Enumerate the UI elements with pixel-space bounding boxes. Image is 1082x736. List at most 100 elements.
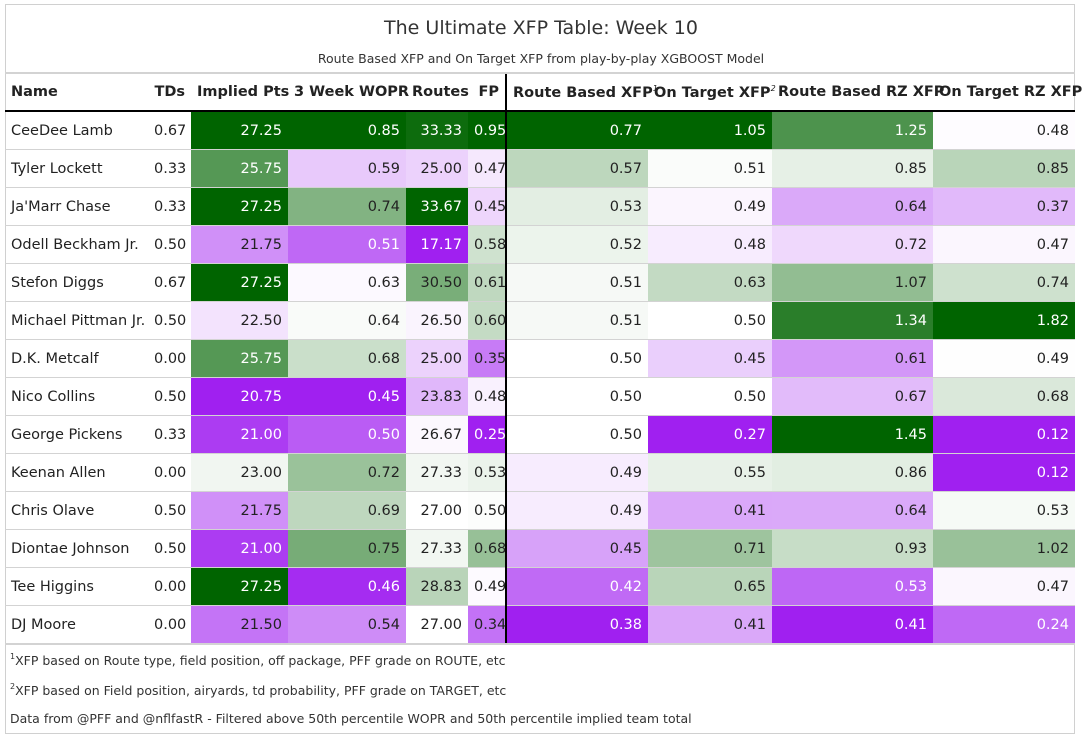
cell-fp: 0.60: [468, 301, 506, 340]
col-header-routes[interactable]: Routes: [406, 72, 469, 112]
cell-wopr: 0.68: [288, 339, 406, 378]
cell-route-xfp: 0.52: [505, 225, 648, 264]
cell-routes: 28.83: [406, 567, 468, 606]
cell-fp: 0.53: [468, 453, 506, 492]
cell-target-rz: 0.12: [933, 415, 1075, 454]
cell-fp: 0.34: [468, 605, 506, 645]
cell-fp: 0.45: [468, 187, 506, 226]
cell-route-rz: 0.61: [772, 339, 933, 378]
cell-target-xfp: 0.41: [648, 491, 772, 530]
cell-target-rz: 0.49: [933, 339, 1075, 378]
cell-fp: 0.49: [468, 567, 506, 606]
cell-tds: 0.67: [148, 111, 191, 150]
cell-name: Keenan Allen: [5, 453, 148, 492]
cell-route-rz: 0.86: [772, 453, 933, 492]
table-row: Odell Beckham Jr. 0.50 21.75 0.51 17.17 0.58 0…: [5, 225, 1075, 264]
cell-target-xfp: 0.65: [648, 567, 772, 606]
table-row: Chris Olave 0.50 21.75 0.69 27.00 0.50 0.49 0.4…: [5, 491, 1075, 530]
table-row: Keenan Allen 0.00 23.00 0.72 27.33 0.53 0.49 0.…: [5, 453, 1075, 492]
cell-tds: 0.33: [148, 415, 191, 454]
col-header-target-rz[interactable]: On Target RZ XFP: [933, 72, 1082, 112]
cell-implied: 22.50: [191, 301, 288, 340]
cell-routes: 27.33: [406, 453, 468, 492]
header-row: Name TDs Implied Pts 3 Week WOPR Routes …: [5, 72, 1082, 112]
cell-fp: 0.61: [468, 263, 506, 302]
cell-name: CeeDee Lamb: [5, 111, 148, 150]
cell-name: Chris Olave: [5, 491, 148, 530]
cell-route-rz: 0.72: [772, 225, 933, 264]
cell-tds: 0.00: [148, 605, 191, 645]
cell-target-xfp: 0.51: [648, 149, 772, 188]
cell-route-rz: 0.67: [772, 377, 933, 416]
cell-tds: 0.00: [148, 339, 191, 378]
cell-routes: 23.83: [406, 377, 468, 416]
cell-tds: 0.33: [148, 149, 191, 188]
cell-target-rz: 1.02: [933, 529, 1075, 568]
col-header-tds[interactable]: TDs: [148, 72, 191, 112]
source-note: Data from @PFF and @nflfastR - Filtered …: [10, 711, 692, 726]
cell-route-xfp: 0.42: [505, 567, 648, 606]
cell-route-xfp: 0.45: [505, 529, 648, 568]
cell-route-rz: 0.93: [772, 529, 933, 568]
cell-tds: 0.50: [148, 225, 191, 264]
xfp-table: Name TDs Implied Pts 3 Week WOPR Routes …: [5, 72, 1082, 645]
cell-target-rz: 0.47: [933, 225, 1075, 264]
cell-route-rz: 0.64: [772, 491, 933, 530]
col-header-route-rz[interactable]: Route Based RZ XFP: [772, 72, 944, 112]
cell-tds: 0.50: [148, 491, 191, 530]
cell-tds: 0.33: [148, 187, 191, 226]
cell-routes: 27.00: [406, 491, 468, 530]
col-header-target-xfp[interactable]: On Target XFP2: [648, 72, 776, 112]
col-header-implied[interactable]: Implied Pts: [191, 72, 289, 112]
table-row: Stefon Diggs 0.67 27.25 0.63 30.50 0.61 0.51 0.…: [5, 263, 1075, 302]
col-header-fp[interactable]: FP: [468, 72, 506, 112]
cell-routes: 33.67: [406, 187, 468, 226]
cell-name: Odell Beckham Jr.: [5, 225, 148, 264]
table-row: Diontae Johnson 0.50 21.00 0.75 27.33 0.68 0.4…: [5, 529, 1075, 568]
cell-tds: 0.50: [148, 377, 191, 416]
cell-route-rz: 1.45: [772, 415, 933, 454]
col-header-name[interactable]: Name: [5, 72, 148, 112]
cell-target-xfp: 0.41: [648, 605, 772, 645]
cell-wopr: 0.75: [288, 529, 406, 568]
cell-route-rz: 1.25: [772, 111, 933, 150]
cell-implied: 21.00: [191, 529, 288, 568]
footnote-1: 1XFP based on Route type, field position…: [10, 652, 506, 668]
cell-routes: 17.17: [406, 225, 468, 264]
cell-fp: 0.25: [468, 415, 506, 454]
cell-target-rz: 0.12: [933, 453, 1075, 492]
cell-wopr: 0.45: [288, 377, 406, 416]
cell-name: George Pickens: [5, 415, 148, 454]
footnote-2: 2XFP based on Field position, airyards, …: [10, 682, 507, 698]
table-row: Tee Higgins 0.00 27.25 0.46 28.83 0.49 0.42 0.6…: [5, 567, 1075, 606]
cell-wopr: 0.54: [288, 605, 406, 645]
cell-route-xfp: 0.50: [505, 377, 648, 416]
col-header-wopr[interactable]: 3 Week WOPR: [288, 72, 409, 112]
cell-route-xfp: 0.77: [505, 111, 648, 150]
cell-route-xfp: 0.50: [505, 339, 648, 378]
cell-implied: 21.50: [191, 605, 288, 645]
col-header-route-xfp[interactable]: Route Based XFP1: [505, 72, 658, 112]
cell-route-rz: 1.34: [772, 301, 933, 340]
cell-target-rz: 0.74: [933, 263, 1075, 302]
cell-fp: 0.95: [468, 111, 506, 150]
cell-implied: 27.25: [191, 567, 288, 606]
cell-target-rz: 0.53: [933, 491, 1075, 530]
cell-name: Nico Collins: [5, 377, 148, 416]
cell-implied: 25.75: [191, 339, 288, 378]
cell-routes: 26.67: [406, 415, 468, 454]
cell-route-xfp: 0.57: [505, 149, 648, 188]
cell-routes: 27.00: [406, 605, 468, 645]
cell-routes: 25.00: [406, 339, 468, 378]
cell-target-xfp: 0.63: [648, 263, 772, 302]
cell-target-xfp: 0.49: [648, 187, 772, 226]
cell-fp: 0.48: [468, 377, 506, 416]
cell-target-rz: 0.68: [933, 377, 1075, 416]
cell-wopr: 0.50: [288, 415, 406, 454]
cell-routes: 33.33: [406, 111, 468, 150]
cell-wopr: 0.46: [288, 567, 406, 606]
cell-implied: 21.00: [191, 415, 288, 454]
cell-implied: 27.25: [191, 111, 288, 150]
cell-implied: 21.75: [191, 491, 288, 530]
cell-implied: 20.75: [191, 377, 288, 416]
